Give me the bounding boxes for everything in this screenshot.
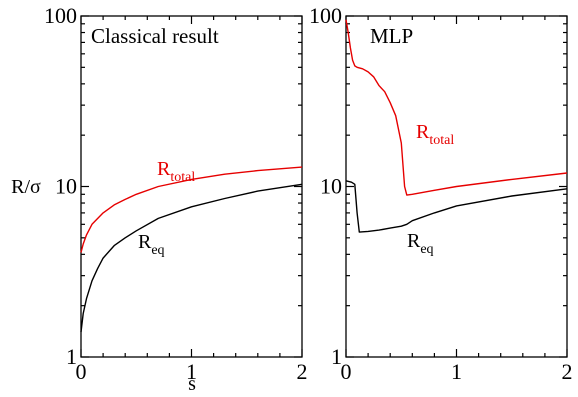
panel-2-xtick-label: 0 <box>341 359 352 384</box>
panel-2-ytick-label: 100 <box>309 3 342 28</box>
panel-1-ytick-label: 10 <box>55 174 77 199</box>
panel-1-ytick-label: 1 <box>66 344 77 369</box>
panel-1-series-r-total <box>80 166 303 253</box>
panel-2-xtick-label: 1 <box>451 359 462 384</box>
panel-2-title: MLP <box>370 24 413 48</box>
panel-1-ytick-label: 100 <box>44 3 77 28</box>
panel-2-label-r-total: Rtotal <box>416 121 454 148</box>
panel-1-xtick-label: 2 <box>297 359 308 384</box>
panel-2-ytick-label: 1 <box>331 344 342 369</box>
panel-1-frame <box>80 15 303 358</box>
panel-2-series-r-total <box>345 19 568 196</box>
panel-1-label-r-total: Rtotal <box>157 158 195 185</box>
panel-1-xtick-label: 0 <box>76 359 87 384</box>
panel-2-label-r-eq: Req <box>407 230 434 257</box>
panel-1-label-r-eq: Req <box>138 231 165 258</box>
panel-1-series-r-eq <box>80 183 303 333</box>
y-axis-label: R/σ <box>11 176 41 198</box>
panel-2-xtick-label: 2 <box>562 359 573 384</box>
x-axis-label: s <box>188 373 196 392</box>
panel-2-ytick-label: 10 <box>320 174 342 199</box>
panel-1-title: Classical result <box>91 24 219 48</box>
panel-2-series-r-eq <box>345 180 568 233</box>
panel-1-xtick-label: 1 <box>186 359 197 384</box>
